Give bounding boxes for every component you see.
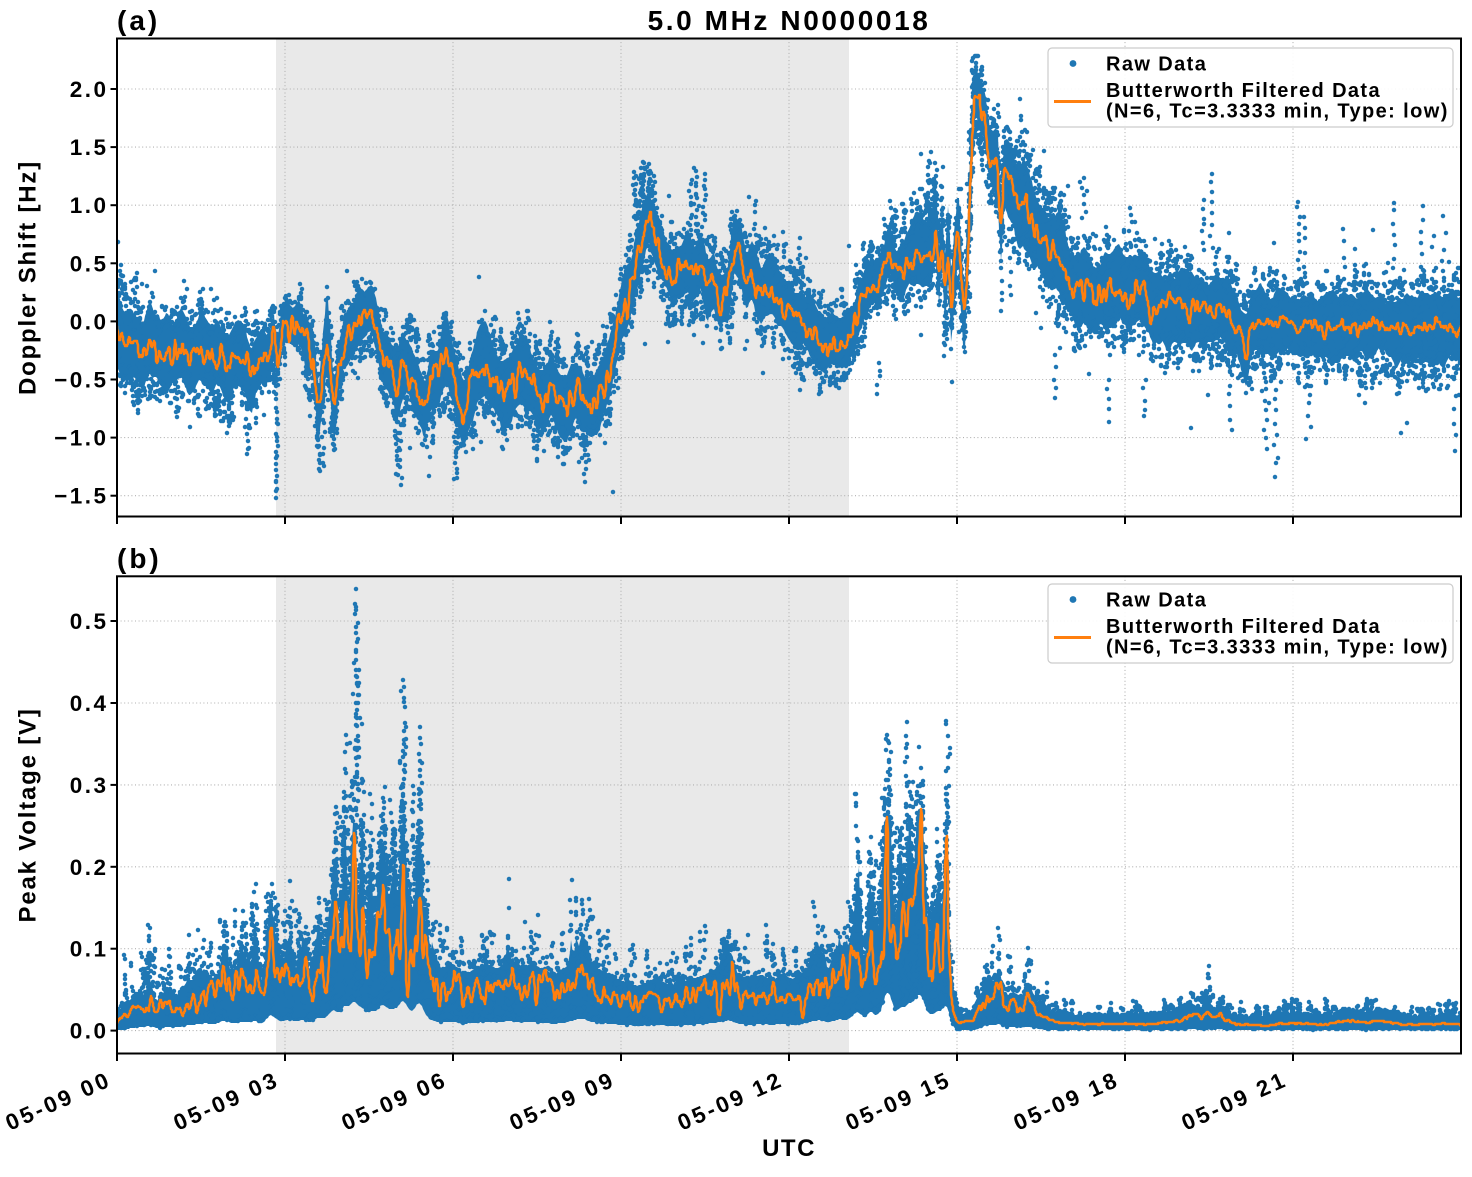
svg-text:(N=6, Tc=3.3333 min, Type: low: (N=6, Tc=3.3333 min, Type: low) — [1106, 101, 1449, 123]
svg-text:0.0: 0.0 — [70, 1019, 109, 1044]
svg-text:Doppler Shift [Hz]: Doppler Shift [Hz] — [15, 160, 42, 395]
svg-text:1.5: 1.5 — [70, 135, 109, 160]
svg-text:(a): (a) — [117, 5, 160, 36]
svg-text:0.0: 0.0 — [70, 309, 109, 334]
svg-text:1.0: 1.0 — [70, 193, 109, 218]
svg-text:0.2: 0.2 — [70, 855, 109, 880]
svg-text:(b): (b) — [117, 543, 162, 574]
svg-text:0.5: 0.5 — [70, 609, 109, 634]
svg-text:0.3: 0.3 — [70, 773, 109, 798]
svg-text:−1.0: −1.0 — [54, 426, 108, 451]
svg-text:2.0: 2.0 — [70, 77, 109, 102]
svg-text:(N=6, Tc=3.3333 min, Type: low: (N=6, Tc=3.3333 min, Type: low) — [1106, 637, 1449, 659]
svg-text:UTC: UTC — [762, 1135, 816, 1162]
svg-text:−1.5: −1.5 — [54, 484, 108, 509]
svg-text:Butterworth Filtered Data: Butterworth Filtered Data — [1106, 616, 1381, 638]
svg-text:Peak Voltage [V]: Peak Voltage [V] — [15, 707, 42, 922]
svg-text:Raw Data: Raw Data — [1106, 590, 1207, 612]
svg-text:−0.5: −0.5 — [54, 368, 108, 393]
svg-text:Butterworth Filtered Data: Butterworth Filtered Data — [1106, 80, 1381, 102]
svg-text:5.0 MHz N0000018: 5.0 MHz N0000018 — [648, 5, 931, 36]
svg-text:0.5: 0.5 — [70, 251, 109, 276]
svg-text:0.4: 0.4 — [70, 691, 109, 716]
svg-text:Raw Data: Raw Data — [1106, 54, 1207, 76]
svg-text:0.1: 0.1 — [70, 937, 109, 962]
